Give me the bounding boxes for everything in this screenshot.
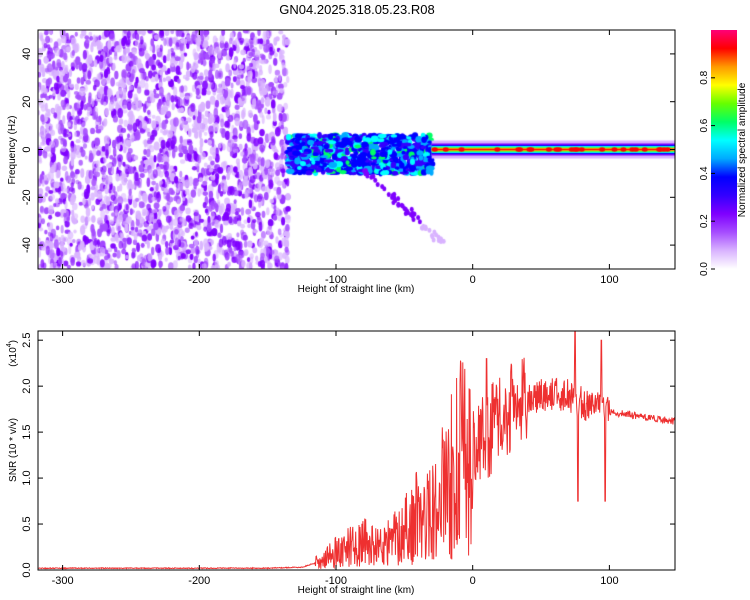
x-tick-label: -300 [52,274,74,286]
snr-scale-label: (x104) [6,340,19,367]
x-tick-label: 100 [600,274,618,286]
y-tick-label: 0.5 [21,516,33,531]
colorbar-tick-label: 0.8 [699,70,710,84]
x-tick-label: -100 [325,575,347,587]
x-tick-label: 100 [600,575,618,587]
y-tick-label: 0.0 [21,562,33,577]
svg-text:(x104): (x104) [6,340,19,367]
colorbar-tick-label: 0.0 [699,262,710,276]
y-tick-label: -20 [21,189,33,205]
snr-plot-area [38,331,675,570]
scale-prefix: (x10 [8,347,19,367]
spectrogram-xlabel: Height of straight line (km) [298,284,415,295]
x-tick-label: -200 [188,274,210,286]
colorbar-tick-label: 0.6 [699,118,710,132]
x-tick-label: 0 [470,274,476,286]
scale-close: ) [8,340,19,343]
scale-exponent: 4 [6,343,13,347]
x-tick-label: 0 [470,575,476,587]
snr-panel: -300 -200 -100 0 100 0.0 0.5 1.0 1.5 2.0 2.5 Heig… [6,330,676,596]
spectrogram-y-axis: -40 -20 0 20 40 [21,48,675,253]
y-tick-label: 1.5 [21,424,33,439]
y-tick-label: 40 [21,48,33,60]
y-tick-label: 20 [21,96,33,108]
snr-frame [37,330,676,571]
figure-title: GN04.2025.318.05.23.R08 [279,2,434,17]
x-tick-label: -100 [325,274,347,286]
y-tick-label: 2.0 [21,379,33,394]
colorbar-label: Normalized spectral amplitude [737,82,748,217]
colorbar-tick-label: 0.4 [699,166,710,180]
colorbar-ticks: 0.0 0.2 0.4 0.6 0.8 [699,70,715,276]
spectrogram-image [38,30,675,269]
colorbar-tick-label: 0.2 [699,214,710,228]
x-tick-label: -200 [188,575,210,587]
colorbar: 0.0 0.2 0.4 0.6 0.8 Normalized spectral ampl… [699,30,748,276]
snr-x-axis: -300 -200 -100 0 100 [52,331,619,587]
y-tick-label: 2.5 [21,333,33,348]
snr-series-line [37,330,676,570]
snr-xlabel: Height of straight line (km) [298,585,415,596]
y-tick-label: 0 [21,146,33,152]
spectrogram-ylabel: Frequency (Hz) [7,116,18,185]
spectrogram-x-axis: -300 -200 -100 0 100 [52,30,619,286]
y-tick-label: -40 [21,237,33,253]
y-tick-label: 1.0 [21,470,33,485]
x-tick-label: -300 [52,575,74,587]
snr-y-axis: 0.0 0.5 1.0 1.5 2.0 2.5 [21,333,675,578]
colorbar-gradient [711,30,737,269]
snr-ylabel: SNR (10 * v/v) [8,418,19,482]
